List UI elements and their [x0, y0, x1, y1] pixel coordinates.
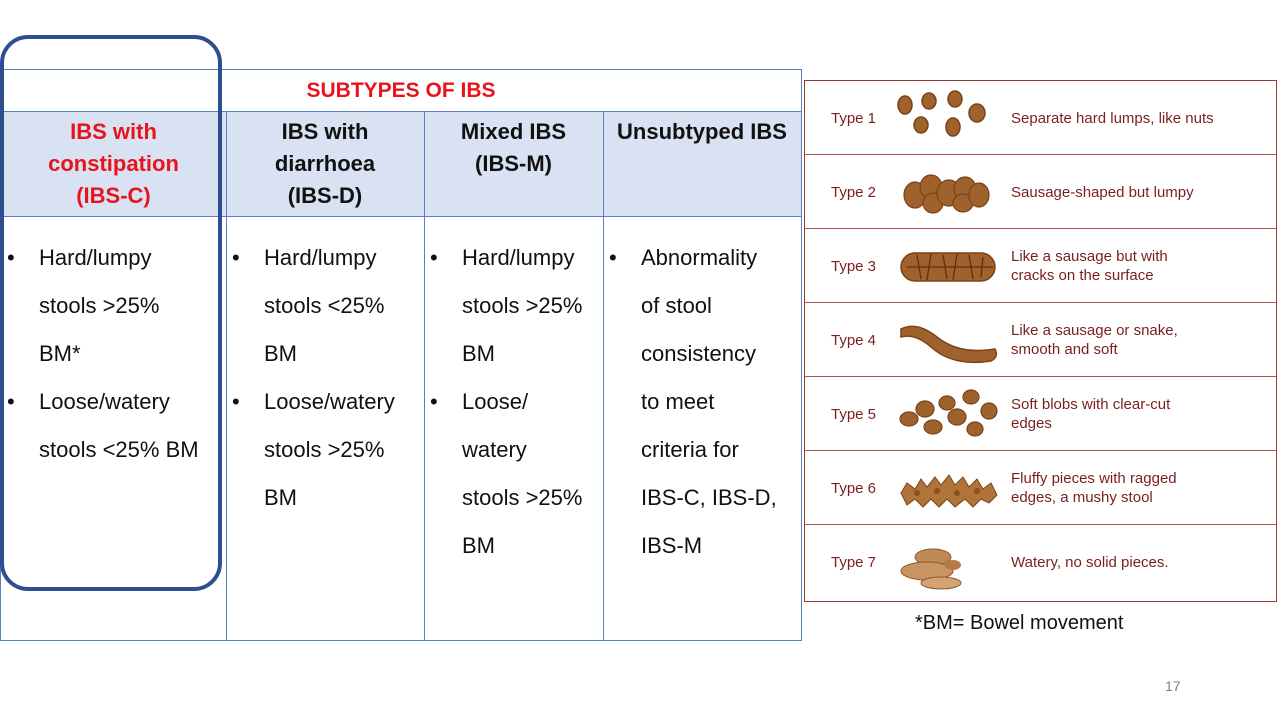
list-item-text: Loose/watery stools <25% BM	[39, 389, 199, 462]
type-description: Watery, no solid pieces.	[1011, 553, 1169, 571]
chart-row-type-1: Type 1 Separate hard lumps, like nuts	[805, 81, 1276, 155]
watery-puddle-icon	[900, 548, 962, 590]
type-description: Separate hard lumps, like nuts	[1011, 109, 1214, 127]
bullet-icon: •	[609, 245, 617, 270]
bullet-icon: •	[7, 389, 15, 414]
type-label: Type 1	[831, 109, 877, 127]
list-item-text: Loose/ watery stools >25% BM	[462, 389, 583, 558]
chart-row-type-4: Type 4 Like a sausage or snake, smooth a…	[805, 303, 1276, 377]
list-item: • Hard/lumpy stools <25% BM	[226, 234, 424, 378]
column-body-unsubtyped: • Abnormality of stool consistency to mee…	[603, 234, 801, 570]
list-item: • Loose/watery stools <25% BM	[1, 378, 226, 474]
type-description: Like a sausage or snake, smooth and soft	[1011, 322, 1178, 358]
type-label: Type 5	[831, 405, 877, 423]
cracked-sausage-icon	[900, 252, 996, 282]
column-body-ibs-m: • Hard/lumpy stools >25% BM • Loose/ water…	[424, 234, 603, 570]
chart-row-type-7: Type 7 Watery, no solid pieces.	[805, 525, 1276, 599]
bristol-stool-chart: Type 1 Separate hard lumps, like nuts Ty…	[804, 80, 1277, 602]
chart-row-type-3: Type 3 Like a sausage but with cracks on…	[805, 229, 1276, 303]
list-item-text: Hard/lumpy stools <25% BM	[264, 245, 385, 366]
column-header-ibs-d: IBS with diarrhoea (IBS-D)	[274, 119, 376, 208]
type-description: Like a sausage but with cracks on the su…	[1011, 248, 1168, 284]
list-item: • Loose/ watery stools >25% BM	[424, 378, 603, 570]
column-body-ibs-c: • Hard/lumpy stools >25% BM* • Loose/water…	[1, 234, 226, 474]
list-item: • Loose/watery stools >25% BM	[226, 378, 424, 522]
list-item-text: Hard/lumpy stools >25% BM*	[39, 245, 160, 366]
type-label: Type 6	[831, 479, 877, 497]
list-item-text: Hard/lumpy stools >25% BM	[462, 245, 583, 366]
column-header-ibs-c: IBS with constipation (IBS-C)	[48, 119, 179, 208]
bullet-icon: •	[430, 245, 438, 270]
hard-lumps-icon	[897, 90, 986, 137]
list-item: • Abnormality of stool consistency to mee…	[603, 234, 801, 570]
divider	[424, 111, 425, 640]
type-description: Fluffy pieces with ragged edges, a mushy…	[1011, 470, 1177, 506]
divider	[603, 111, 604, 640]
page-number: 17	[1165, 678, 1181, 694]
smooth-snake-icon	[900, 325, 998, 364]
column-header-ibs-m: Mixed IBS (IBS-M)	[460, 119, 567, 176]
fluffy-pieces-icon	[900, 474, 998, 508]
type-label: Type 3	[831, 257, 877, 275]
type-label: Type 4	[831, 331, 877, 349]
header-band	[1, 112, 801, 216]
soft-blobs-icon	[899, 389, 998, 437]
type-description: Sausage-shaped but lumpy	[1011, 183, 1194, 201]
column-body-ibs-d: • Hard/lumpy stools <25% BM • Loose/watery…	[226, 234, 424, 522]
bullet-icon: •	[430, 389, 438, 414]
bullet-icon: •	[232, 389, 240, 414]
lumpy-sausage-icon	[903, 174, 990, 214]
type-label: Type 2	[831, 183, 877, 201]
list-item-text: Abnormality of stool consistency to meet…	[641, 245, 777, 558]
chart-row-type-5: Type 5 Soft blobs with clear-cut edges	[805, 377, 1276, 451]
column-header-unsubtyped: Unsubtyped IBS	[617, 119, 787, 144]
table-title: SUBTYPES OF IBS	[306, 78, 496, 102]
bullet-icon: •	[7, 245, 15, 270]
divider	[1, 111, 801, 112]
bullet-icon: •	[232, 245, 240, 270]
divider	[1, 216, 801, 217]
chart-row-type-2: Type 2 Sausage-shaped but lumpy	[805, 155, 1276, 229]
chart-row-type-6: Type 6 Fluffy pieces with ragged edges, …	[805, 451, 1276, 525]
list-item: • Hard/lumpy stools >25% BM	[424, 234, 603, 378]
footnote: *BM= Bowel movement	[915, 612, 1124, 634]
type-label: Type 7	[831, 553, 877, 571]
list-item: • Hard/lumpy stools >25% BM*	[1, 234, 226, 378]
ibs-subtypes-table: SUBTYPES OF IBS IBS with constipation (I…	[0, 69, 802, 641]
divider	[226, 111, 227, 640]
list-item-text: Loose/watery stools >25% BM	[264, 389, 395, 510]
type-description: Soft blobs with clear-cut edges	[1011, 396, 1171, 432]
